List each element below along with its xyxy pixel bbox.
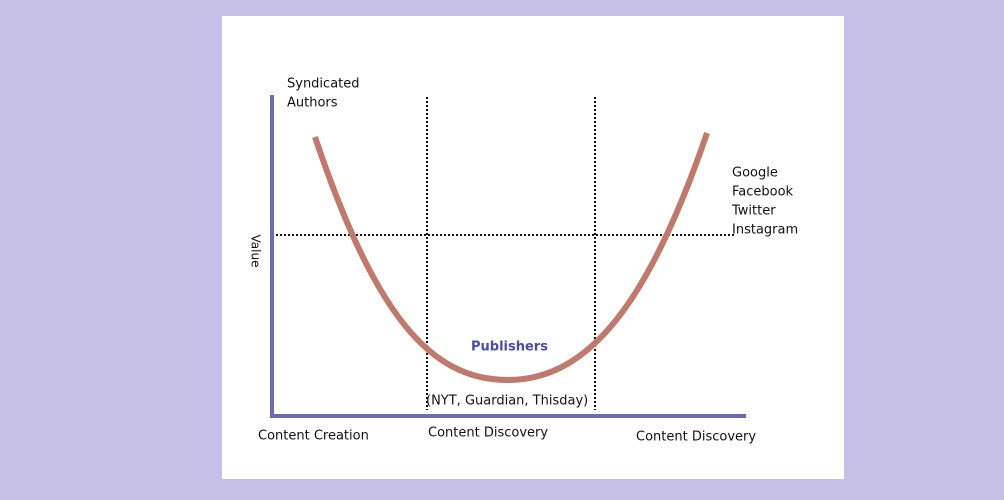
label: Instagram	[732, 223, 798, 238]
y-axis-label: Value	[249, 235, 263, 268]
center-sublabel: (NYT, Guardian, Thisday)	[426, 394, 588, 409]
label: Authors	[287, 96, 338, 111]
label: Google	[732, 166, 778, 181]
x-label: Content Creation	[258, 429, 369, 444]
label: Syndicated	[287, 77, 360, 92]
center-label: Publishers	[471, 340, 548, 355]
x-label: Content Discovery	[636, 430, 756, 445]
panel	[222, 16, 844, 479]
smile-curve	[312, 132, 710, 384]
label: Facebook	[732, 185, 794, 200]
label: Twitter	[731, 204, 776, 219]
x-label: Content Discovery	[428, 426, 548, 441]
